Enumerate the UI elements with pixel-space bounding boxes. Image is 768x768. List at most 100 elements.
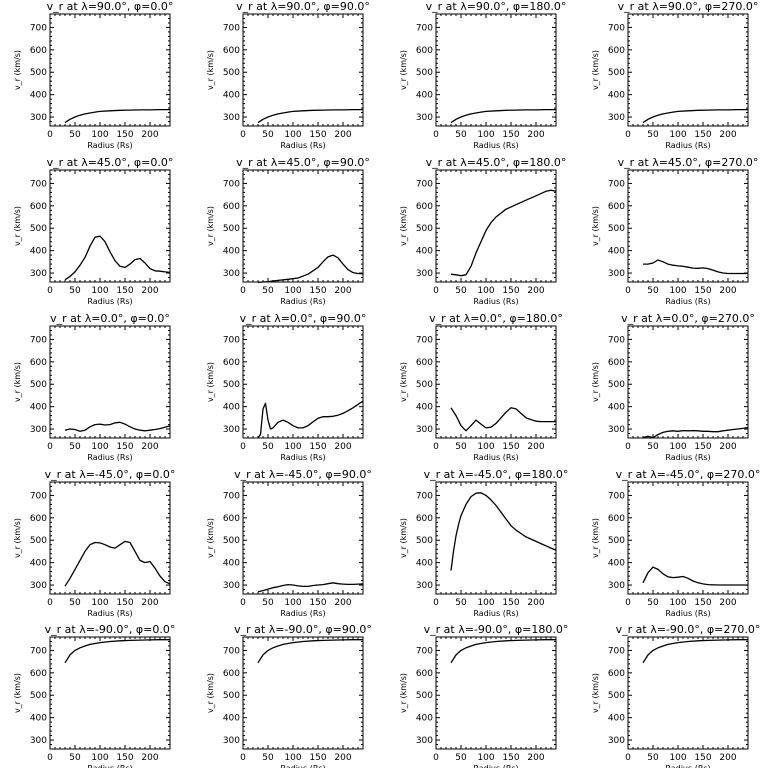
chart-panel-13: v_r at λ=-45.0°, φ=90.0° 0 50 100 150 200 300 4… xyxy=(206,468,372,618)
y-tick-label: 300 xyxy=(223,736,240,746)
y-tick-label: 300 xyxy=(223,425,240,435)
x-axis-label: Radius (Rs) xyxy=(87,141,132,150)
x-tick-label: 0 xyxy=(47,130,53,140)
y-tick-label: 500 xyxy=(30,224,47,234)
x-tick-label: 200 xyxy=(141,130,158,140)
x-tick-label: 200 xyxy=(527,130,544,140)
y-tick-label: 500 xyxy=(223,380,240,390)
y-tick-label: 700 xyxy=(416,646,433,656)
chart-panel-14: v_r at λ=-45.0°, φ=180.0° 0 50 100 150 200 300… xyxy=(399,468,568,618)
plot-frame xyxy=(49,169,171,283)
x-tick-label: 0 xyxy=(433,286,439,296)
x-tick-label: 200 xyxy=(719,442,736,452)
panel-title: v_r at λ=-45.0°, φ=180.0° xyxy=(424,468,569,481)
y-axis-label: v_r (km/s) xyxy=(13,50,22,90)
y-axis-label: v_r (km/s) xyxy=(206,362,215,402)
chart-panel-0: v_r at λ=90.0°, φ=0.0° 0 50 100 150 200 300 400… xyxy=(13,0,173,150)
y-tick-label: 500 xyxy=(30,536,47,546)
chart-panel-8: v_r at λ=0.0°, φ=0.0° 0 50 100 150 200 300 400 5… xyxy=(13,312,171,462)
chart-panel-18: v_r at λ=-90.0°, φ=180.0° 0 50 100 150 200 300… xyxy=(399,623,568,768)
chart-panel-15: v_r at λ=-45.0°, φ=270.0° 0 50 100 150 200 300… xyxy=(591,468,760,618)
x-tick-label: 200 xyxy=(141,286,158,296)
chart-panel-10: v_r at λ=0.0°, φ=180.0° 0 50 100 150 200 300 40… xyxy=(399,312,563,462)
x-tick-label: 100 xyxy=(284,130,301,140)
plot-frame xyxy=(435,636,557,750)
y-tick-label: 500 xyxy=(416,536,433,546)
y-tick-label: 400 xyxy=(608,714,625,724)
y-tick-label: 700 xyxy=(223,179,240,189)
x-tick-label: 200 xyxy=(334,598,351,608)
y-tick-label: 400 xyxy=(223,559,240,569)
x-tick-label: 150 xyxy=(502,442,519,452)
y-tick-label: 700 xyxy=(608,23,625,33)
x-tick-label: 0 xyxy=(625,286,631,296)
x-tick-label: 0 xyxy=(625,753,631,763)
chart-panel-17: v_r at λ=-90.0°, φ=90.0° 0 50 100 150 200 300 4… xyxy=(206,623,372,768)
x-tick-label: 150 xyxy=(502,753,519,763)
x-tick-label: 0 xyxy=(240,753,246,763)
y-tick-label: 700 xyxy=(30,179,47,189)
y-tick-label: 300 xyxy=(223,113,240,123)
panel-title: v_r at λ=90.0°, φ=0.0° xyxy=(47,0,174,13)
x-tick-label: 200 xyxy=(719,598,736,608)
y-tick-label: 400 xyxy=(608,559,625,569)
x-tick-label: 0 xyxy=(625,442,631,452)
y-tick-label: 500 xyxy=(30,380,47,390)
y-tick-label: 400 xyxy=(416,714,433,724)
panel-title: v_r at λ=-90.0°, φ=270.0° xyxy=(616,623,761,636)
y-tick-label: 500 xyxy=(416,224,433,234)
chart-panel-7: v_r at λ=45.0°, φ=270.0° 0 50 100 150 200 300 4… xyxy=(591,156,758,306)
x-tick-label: 150 xyxy=(116,130,133,140)
y-tick-label: 400 xyxy=(223,91,240,101)
series-line xyxy=(257,254,364,284)
x-tick-label: 100 xyxy=(91,598,108,608)
plot-frame xyxy=(49,325,171,439)
x-tick-label: 100 xyxy=(669,442,686,452)
y-tick-label: 600 xyxy=(608,202,625,212)
y-axis-label: v_r (km/s) xyxy=(206,518,215,558)
x-tick-label: 100 xyxy=(91,442,108,452)
x-tick-label: 150 xyxy=(309,753,326,763)
y-tick-label: 400 xyxy=(608,403,625,413)
x-tick-label: 50 xyxy=(455,598,467,608)
plot-frame xyxy=(49,636,171,750)
plot-frame xyxy=(242,481,364,595)
y-axis-label: v_r (km/s) xyxy=(399,206,408,246)
y-tick-label: 300 xyxy=(416,425,433,435)
chart-panel-19: v_r at λ=-90.0°, φ=270.0° 0 50 100 150 200 300… xyxy=(591,623,760,768)
y-axis-label: v_r (km/s) xyxy=(399,50,408,90)
x-tick-label: 200 xyxy=(141,442,158,452)
y-axis-label: v_r (km/s) xyxy=(13,673,22,713)
plot-frame xyxy=(49,481,171,595)
y-tick-label: 300 xyxy=(30,113,47,123)
panel-title: v_r at λ=90.0°, φ=90.0° xyxy=(236,0,370,13)
y-tick-label: 600 xyxy=(30,669,47,679)
y-tick-label: 300 xyxy=(416,113,433,123)
x-axis-label: Radius (Rs) xyxy=(473,297,518,306)
plot-frame xyxy=(435,481,557,595)
panel-title: v_r at λ=90.0°, φ=180.0° xyxy=(426,0,567,13)
plot-frame xyxy=(435,169,557,283)
y-tick-label: 500 xyxy=(608,536,625,546)
chart-panel-11: v_r at λ=0.0°, φ=270.0° 0 50 100 150 200 300 40… xyxy=(591,312,755,462)
series-line xyxy=(257,108,363,124)
y-tick-label: 400 xyxy=(608,247,625,257)
series-line xyxy=(450,492,557,571)
y-tick-label: 500 xyxy=(608,68,625,78)
y-axis-label: v_r (km/s) xyxy=(399,518,408,558)
x-tick-label: 200 xyxy=(334,130,351,140)
x-tick-label: 200 xyxy=(334,753,351,763)
y-tick-label: 600 xyxy=(416,202,433,212)
chart-panel-16: v_r at λ=-90.0°, φ=0.0° 0 50 100 150 200 300 40… xyxy=(13,623,175,768)
x-tick-label: 150 xyxy=(502,286,519,296)
x-axis-label: Radius (Rs) xyxy=(280,453,325,462)
y-tick-label: 700 xyxy=(416,23,433,33)
y-tick-label: 600 xyxy=(30,202,47,212)
plot-frame xyxy=(627,169,749,283)
series-line xyxy=(257,639,363,664)
x-tick-label: 50 xyxy=(647,753,659,763)
x-tick-label: 0 xyxy=(47,598,53,608)
panel-title: v_r at λ=45.0°, φ=0.0° xyxy=(47,156,174,169)
x-tick-label: 50 xyxy=(647,442,659,452)
